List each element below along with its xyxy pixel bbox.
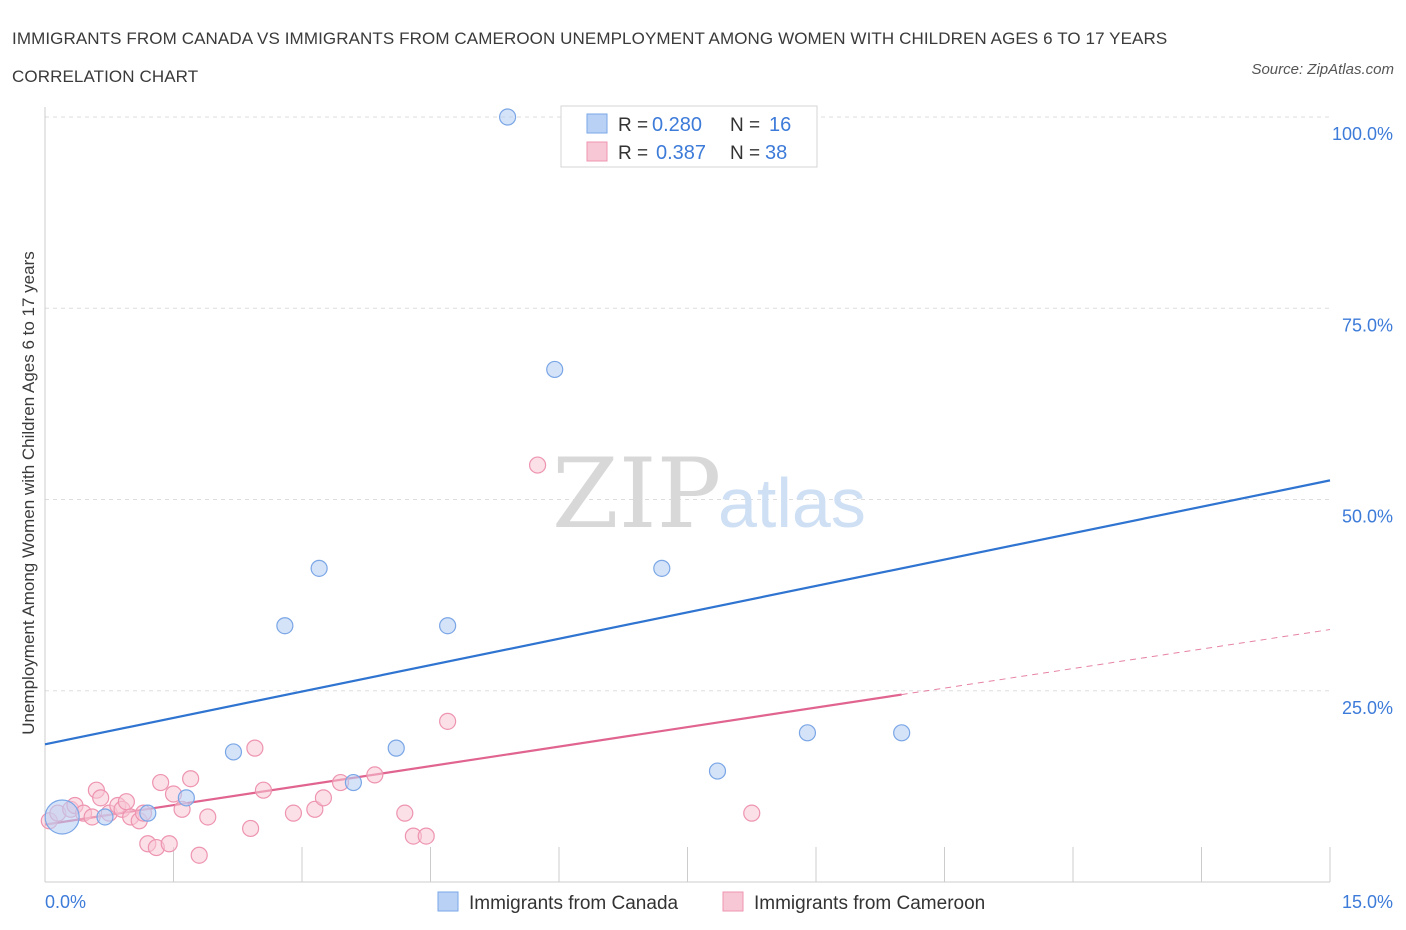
x-tick-label-min: 0.0% [45,892,86,912]
data-points [40,108,911,864]
point-canada-12 [653,559,671,577]
point-cameroon-29 [314,789,333,807]
point-cameroon-22 [190,846,208,864]
x-tick-label-max: 15.0% [1342,892,1393,912]
chart-title: IMMIGRANTS FROM CANADA VS IMMIGRANTS FRO… [12,29,1168,86]
x-tick-labels: 0.0% 15.0% [45,892,1393,912]
stats-n-label-canada: N = [730,115,760,136]
point-cameroon-11 [117,793,135,811]
gridlines [45,116,1330,692]
point-canada-0 [44,799,80,835]
point-canada-10 [499,108,517,126]
point-cameroon-7 [92,789,110,807]
legend-label-cameroon: Immigrants from Cameroon [754,893,985,914]
trend-line-cameroon [44,693,902,826]
stats-r-label-cameroon: R = [618,143,648,164]
point-cameroon-32 [396,804,414,822]
point-cameroon-37 [743,804,761,822]
stats-r-value-canada: 0.280 [652,114,702,136]
point-canada-1 [96,808,114,826]
point-cameroon-34 [417,827,435,845]
y-tick-label-75: 75.0% [1342,315,1393,335]
stats-legend: R = 0.280 N = 16 R = 0.387 N = 38 [560,105,818,168]
legend-label-canada: Immigrants from Canada [469,893,679,914]
point-canada-14 [798,724,817,742]
legend-swatch-cameroon [722,891,744,912]
point-canada-7 [344,773,362,792]
point-cameroon-26 [254,781,273,799]
point-canada-3 [177,789,195,807]
point-canada-6 [310,559,328,577]
point-canada-4 [224,743,243,761]
axes [44,107,1331,883]
point-cameroon-21 [182,770,200,788]
point-canada-13 [708,762,727,780]
stats-n-value-cameroon: 38 [765,142,787,164]
trend-line-cameroon-extension [901,629,1331,696]
y-tick-label-50: 50.0% [1342,507,1393,527]
point-cameroon-35 [439,712,457,730]
watermark-zip: ZIP [552,438,721,550]
stats-r-value-cameroon: 0.387 [656,142,706,164]
stats-swatch-canada [586,113,608,134]
point-cameroon-23 [199,808,217,826]
stats-swatch-cameroon [586,141,608,162]
point-canada-8 [387,739,405,757]
point-canada-11 [546,360,564,379]
legend-swatch-canada [437,891,459,912]
stats-r-label-canada: R = [618,115,648,136]
point-cameroon-27 [284,804,303,822]
trend-line-canada [44,479,1331,746]
point-cameroon-18 [160,835,178,853]
watermark: ZIP atlas [552,438,866,550]
y-axis-title: Unemployment Among Women with Children A… [19,251,38,735]
point-cameroon-36 [528,456,547,474]
stats-n-value-canada: 16 [769,114,791,136]
point-cameroon-24 [242,819,260,838]
source-credit: Source: ZipAtlas.com [1251,61,1394,78]
point-cameroon-31 [366,766,384,784]
point-cameroon-17 [152,773,170,792]
y-tick-label-100: 100.0% [1332,124,1393,144]
series-legend: Immigrants from Canada Immigrants from C… [437,891,985,914]
point-canada-2 [139,804,157,822]
y-tick-label-25: 25.0% [1342,698,1393,718]
y-tick-labels: 25.0% 50.0% 75.0% 100.0% [1332,124,1393,718]
point-canada-5 [276,617,294,635]
watermark-atlas: atlas [718,464,866,542]
point-cameroon-25 [246,739,264,757]
stats-n-label-cameroon: N = [730,143,760,164]
point-canada-15 [893,724,911,742]
point-canada-9 [439,617,457,635]
point-cameroon-28 [306,800,324,818]
